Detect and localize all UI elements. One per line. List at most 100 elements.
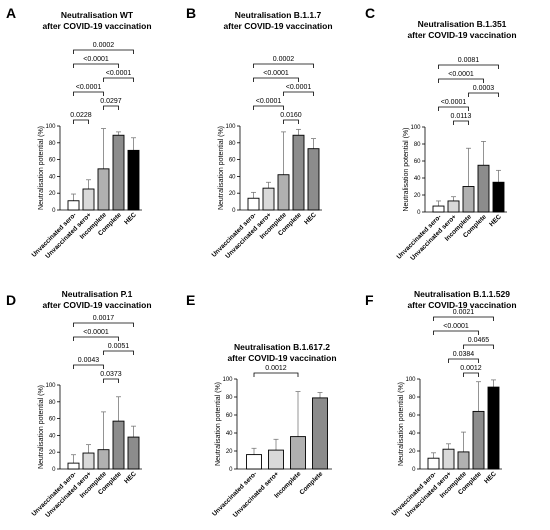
panel-label: B: [186, 5, 196, 21]
bar-3: [277, 174, 290, 211]
p-value-label: <0.0001: [256, 98, 282, 105]
y-tick-label: 20: [49, 191, 56, 197]
y-tick-label: 80: [49, 141, 56, 147]
y-tick-label: 100: [222, 377, 233, 383]
y-axis-title: Neutralisation potential (%): [403, 127, 410, 211]
p-value-label: 0.0002: [93, 42, 115, 49]
chart-subtitle: after COVID-19 vaccination: [42, 300, 151, 310]
p-value-label: 0.0113: [451, 113, 472, 120]
p-value-label: <0.0001: [263, 70, 289, 77]
bar-3: [97, 449, 110, 470]
bar-2: [82, 188, 95, 211]
bar-3: [290, 436, 306, 470]
y-tick-label: 60: [229, 158, 236, 164]
y-axis-title: Neutralisation potential (%): [218, 126, 225, 210]
y-tick-label: 40: [229, 174, 236, 180]
y-tick-label: 100: [45, 383, 56, 389]
p-value-label: 0.0002: [273, 56, 295, 63]
x-category-label: HEC: [123, 470, 138, 485]
significance-bracket: [463, 344, 494, 349]
p-value-label: <0.0001: [83, 56, 109, 63]
p-value-label: 0.0465: [468, 337, 490, 344]
p-value-label: <0.0001: [83, 329, 109, 336]
y-tick-label: 100: [410, 125, 421, 131]
bar-1: [427, 457, 440, 470]
significance-bracket: [103, 378, 119, 383]
chart-subtitle: after COVID-19 vaccination: [42, 21, 151, 31]
y-tick-label: 40: [49, 174, 56, 180]
significance-bracket: [73, 63, 119, 68]
p-value-label: <0.0001: [448, 71, 474, 78]
bar-5: [127, 149, 140, 211]
bar-2: [447, 200, 460, 213]
bar-2: [262, 187, 275, 211]
p-value-label: 0.0012: [265, 365, 287, 372]
y-tick-label: 80: [414, 142, 421, 148]
y-tick-label: 60: [409, 413, 416, 419]
p-value-label: <0.0001: [286, 84, 312, 91]
p-value-label: 0.0081: [458, 57, 480, 64]
chart-subtitle: after COVID-19 vaccination: [227, 353, 336, 363]
p-value-label: <0.0001: [441, 99, 467, 106]
significance-bracket: [433, 330, 479, 335]
p-value-label: <0.0001: [106, 70, 132, 77]
y-tick-label: 80: [226, 395, 233, 401]
bar-3: [462, 186, 475, 213]
significance-bracket: [253, 372, 299, 377]
chart-title: Neutralisation WT: [61, 10, 134, 20]
y-tick-label: 100: [225, 124, 236, 130]
bar-1: [67, 200, 80, 211]
y-tick-label: 60: [226, 413, 233, 419]
chart-title: Neutralisation B.1.1.7: [235, 10, 322, 20]
y-tick-label: 0: [52, 467, 56, 473]
bar-5: [127, 436, 140, 470]
significance-bracket: [453, 120, 469, 125]
significance-bracket: [448, 358, 479, 363]
significance-bracket: [73, 322, 134, 327]
p-value-label: 0.0373: [100, 371, 122, 378]
p-value-label: <0.0001: [76, 84, 102, 91]
significance-bracket: [73, 49, 134, 54]
p-value-label: 0.0051: [108, 343, 130, 350]
y-tick-label: 80: [49, 400, 56, 406]
chart-title: Neutralisation B.1.351: [418, 19, 507, 29]
y-tick-label: 0: [232, 208, 236, 214]
y-axis-title: Neutralisation potential (%): [38, 385, 45, 469]
significance-bracket: [253, 105, 284, 110]
significance-bracket: [73, 119, 89, 124]
significance-bracket: [73, 336, 119, 341]
bar-3: [97, 168, 110, 211]
bar-5: [307, 148, 320, 211]
panel-label: D: [6, 292, 16, 308]
bar-4: [477, 164, 490, 213]
bar-2: [268, 449, 284, 470]
y-axis-title: Neutralisation potential (%): [398, 382, 405, 466]
significance-bracket: [103, 77, 134, 82]
y-tick-label: 40: [409, 431, 416, 437]
y-tick-label: 0: [417, 210, 421, 216]
panel-label: F: [365, 292, 374, 308]
x-category-label: HEC: [303, 211, 318, 226]
bar-5: [492, 181, 505, 213]
significance-bracket: [73, 364, 104, 369]
bar-2: [442, 448, 455, 470]
y-axis-title: Neutralisation potential (%): [215, 382, 222, 466]
panel-label: C: [365, 5, 375, 21]
significance-bracket: [468, 92, 499, 97]
significance-bracket: [103, 350, 134, 355]
y-tick-label: 20: [226, 449, 233, 455]
chart-subtitle: after COVID-19 vaccination: [407, 300, 516, 310]
significance-bracket: [283, 119, 299, 124]
significance-bracket: [433, 316, 494, 321]
bar-2: [82, 452, 95, 470]
y-tick-label: 60: [49, 417, 56, 423]
p-value-label: 0.0160: [280, 112, 302, 119]
significance-bracket: [438, 64, 499, 69]
chart-subtitle: after COVID-19 vaccination: [407, 30, 516, 40]
